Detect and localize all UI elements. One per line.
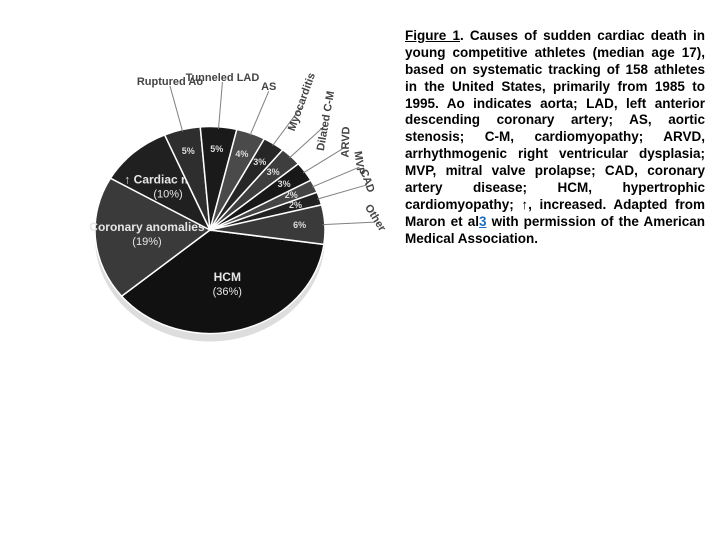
- slice-edge-pct: 3%: [278, 179, 291, 189]
- slice-edge-pct: 3%: [267, 167, 280, 177]
- figure-label: Figure 1: [405, 28, 460, 43]
- slice-inner-pct: (19%): [132, 236, 161, 248]
- slice-edge-pct: 5%: [182, 146, 195, 156]
- leader-line: [250, 91, 269, 135]
- slice-inner-pct: (10%): [153, 188, 182, 200]
- slice-edge-pct: 2%: [285, 190, 298, 200]
- leader-line: [170, 86, 183, 132]
- slice-edge-pct: 3%: [253, 157, 266, 167]
- caption-body-1: . Causes of sudden cardiac death in youn…: [405, 28, 705, 229]
- pie-svg: HCM(36%)Coronary anomalies(19%)↑ Cardiac…: [10, 10, 410, 410]
- figure-caption: Figure 1. Causes of sudden cardiac death…: [405, 28, 705, 247]
- slice-edge-pct: 6%: [293, 220, 306, 230]
- slice-inner-label: HCM: [214, 270, 241, 284]
- slice-edge-pct: 2%: [289, 200, 302, 210]
- slice-edge-pct: 5%: [210, 144, 223, 154]
- slice-edge-pct: 4%: [235, 149, 248, 159]
- slice-inner-pct: (36%): [213, 286, 242, 298]
- slice-outer-label: AS: [229, 81, 309, 93]
- pie-chart: HCM(36%)Coronary anomalies(19%)↑ Cardiac…: [10, 10, 410, 410]
- leader-line: [323, 222, 375, 224]
- leader-line: [219, 82, 223, 129]
- slice-inner-label: Coronary anomalies: [89, 220, 205, 234]
